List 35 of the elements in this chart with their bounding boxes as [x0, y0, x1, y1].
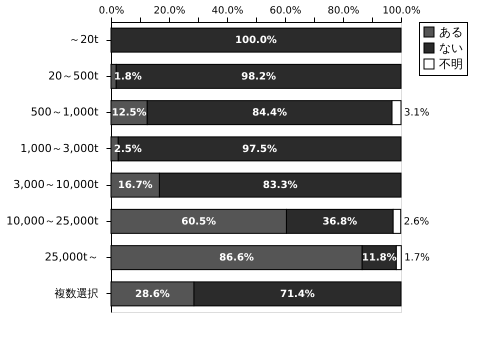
data-label: 16.7% — [118, 180, 153, 192]
data-label: 1.8% — [114, 71, 142, 82]
data-label: 12.5% — [112, 108, 146, 119]
data-label: 2.6% — [404, 216, 430, 228]
data-label: 2.5% — [114, 144, 142, 155]
x-tick-label: 20.0% — [154, 6, 186, 16]
y-tick-label: 10,000～25,000t — [6, 214, 100, 228]
legend-label: ある — [439, 25, 463, 39]
x-tick-label: 100.0% — [382, 6, 421, 16]
y-tick-label: 20～500t — [48, 69, 100, 82]
data-label: 11.8% — [362, 252, 397, 264]
y-tick-label: ～20t — [69, 33, 100, 46]
data-label: 3.1% — [404, 108, 430, 119]
y-tick-label: 3,000～10,000t — [13, 178, 100, 192]
legend-label: 不明 — [439, 57, 463, 71]
data-label: 36.8% — [322, 216, 358, 228]
x-tick-label: 80.0% — [328, 6, 360, 16]
y-tick-label: 複数選択 — [54, 286, 98, 300]
data-label: 71.4% — [280, 288, 315, 300]
x-tick-label: 40.0% — [212, 6, 244, 16]
data-label: 86.6% — [219, 252, 254, 264]
x-tick-label: 60.0% — [270, 6, 302, 16]
data-label: 98.2% — [241, 71, 276, 82]
legend-label: ない — [439, 41, 463, 55]
data-label: 84.4% — [252, 108, 287, 119]
y-tick-label: 1,000～3,000t — [20, 142, 100, 155]
data-label: 28.6% — [135, 288, 170, 300]
data-label: 83.3% — [262, 180, 298, 192]
data-label: 100.0% — [235, 35, 277, 46]
data-label: 60.5% — [181, 216, 216, 228]
x-tick-label: 0.0% — [98, 6, 124, 16]
data-label: 97.5% — [242, 144, 277, 155]
y-tick-label: 25,000t～ — [44, 250, 98, 264]
y-tick-label: 500～1,000t — [30, 106, 100, 119]
data-label: 1.7% — [404, 252, 430, 264]
